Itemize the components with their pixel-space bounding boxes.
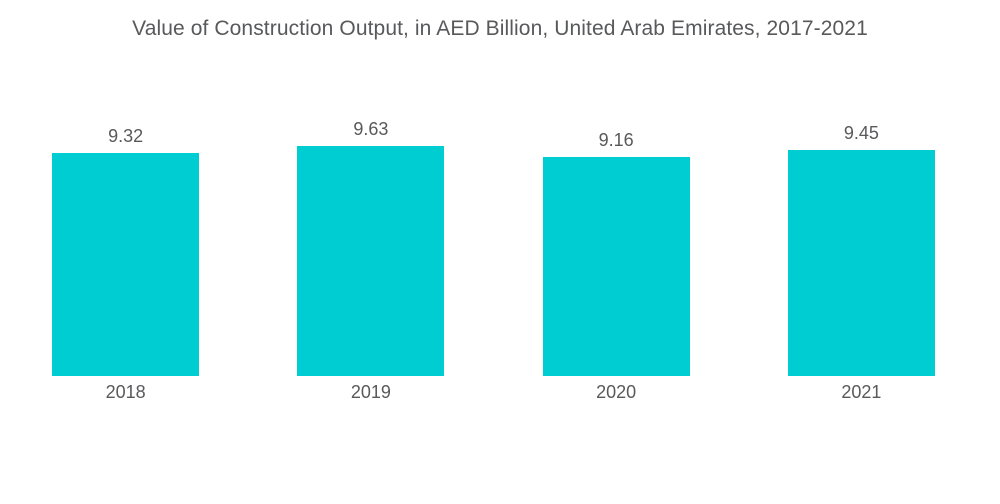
bar-column: 9.32 2018	[3, 0, 248, 401]
chart-title: Value of Construction Output, in AED Bil…	[132, 17, 868, 40]
bar	[297, 146, 445, 376]
bar-value-label: 9.45	[843, 123, 879, 143]
bar	[52, 153, 200, 376]
x-axis-label: 2020	[596, 382, 637, 402]
bar-value-label: 9.32	[108, 126, 144, 146]
bar-column: 9.63 2019	[248, 0, 493, 401]
plot-area: 9.32 2018 9.63 2019 9.16 2020 9.45 2021	[3, 0, 984, 401]
bar-column: 9.16 2020	[494, 0, 739, 401]
x-axis-label: 2018	[105, 382, 146, 402]
bar-value-label: 9.16	[598, 130, 634, 150]
bar	[787, 150, 935, 376]
bar-column: 9.45 2021	[739, 0, 984, 401]
x-axis-label: 2019	[350, 382, 391, 402]
bar	[542, 157, 690, 376]
bar-value-label: 9.63	[353, 119, 389, 139]
x-axis-label: 2021	[841, 382, 882, 402]
